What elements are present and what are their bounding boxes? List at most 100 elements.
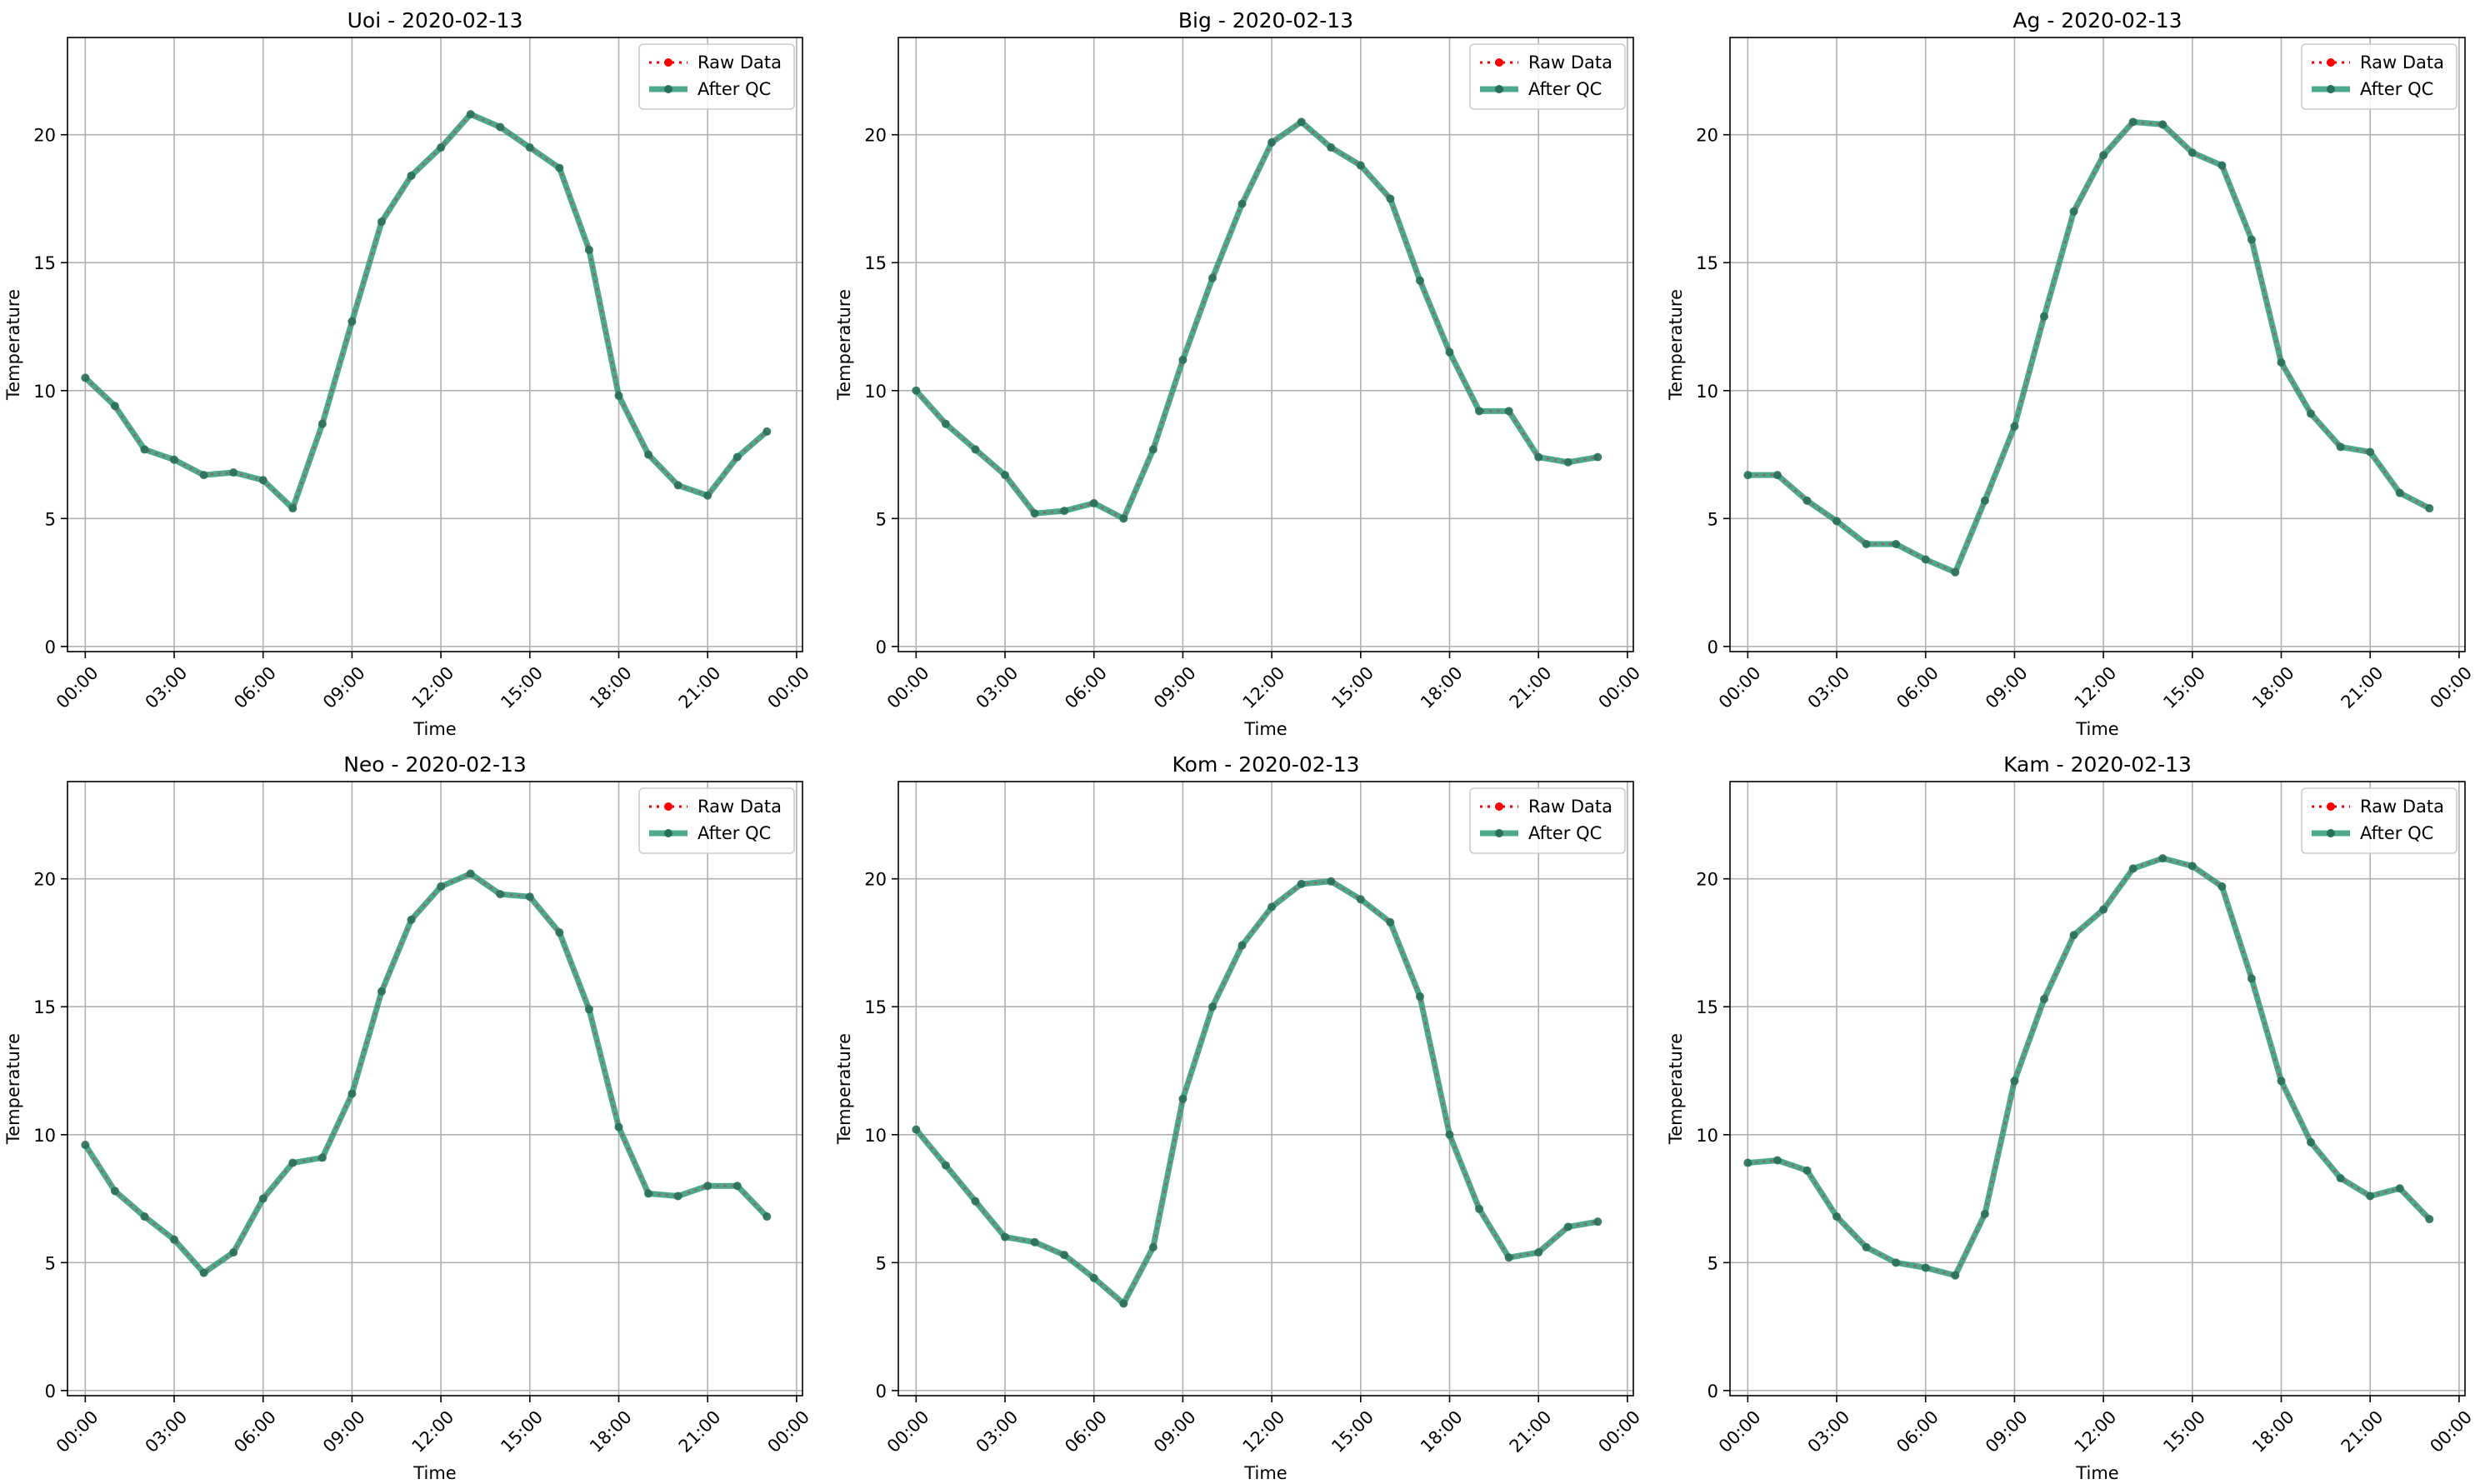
data-point xyxy=(941,419,950,428)
y-tick-label: 20 xyxy=(33,870,56,890)
subplot-3: Ag - 2020-02-13 0 5 10 15 20 00:00 03:00 06:00 09… xyxy=(1666,8,2476,739)
data-point xyxy=(1060,1251,1069,1260)
data-point xyxy=(2277,1077,2286,1086)
data-point xyxy=(140,445,149,454)
data-point xyxy=(2277,357,2286,367)
x-tick-label: 09:00 xyxy=(1150,1407,1200,1457)
data-point xyxy=(2069,931,2078,940)
y-tick-label: 5 xyxy=(1708,1253,1718,1273)
x-tick-label: 03:00 xyxy=(1804,662,1854,712)
subplot-6: Kam - 2020-02-13 0 5 10 15 20 00:00 03:00 06:00 0… xyxy=(1666,752,2476,1483)
data-point xyxy=(2218,882,2227,891)
x-tick-label: 12:00 xyxy=(2071,1407,2121,1457)
data-point xyxy=(1862,540,1871,549)
x-tick-label: 00:00 xyxy=(52,662,102,712)
x-tick-label: 15:00 xyxy=(1328,1407,1378,1457)
data-point xyxy=(1980,1209,1989,1218)
data-point xyxy=(1148,445,1158,454)
data-point xyxy=(140,1212,149,1222)
legend-marker-raw-data xyxy=(1495,58,1503,67)
data-point xyxy=(1297,117,1306,127)
legend-marker-raw-data xyxy=(1495,802,1503,811)
y-tick-label: 20 xyxy=(1696,870,1718,890)
data-point xyxy=(199,1268,208,1277)
data-point xyxy=(1534,1248,1543,1257)
data-point xyxy=(1297,879,1306,888)
y-axis-label: Temperature xyxy=(834,1033,854,1145)
data-point xyxy=(1356,895,1365,904)
data-point xyxy=(110,402,119,411)
x-tick-label: 00:00 xyxy=(1715,662,1765,712)
legend: Raw Data After QC xyxy=(2301,787,2458,854)
data-point xyxy=(644,450,653,459)
data-point xyxy=(673,481,682,490)
x-tick-label: 06:00 xyxy=(1061,662,1111,712)
y-tick-label: 10 xyxy=(1696,1126,1718,1146)
data-point xyxy=(229,1248,238,1257)
data-point xyxy=(318,1153,327,1162)
data-point xyxy=(1415,992,1424,1001)
data-point xyxy=(2336,442,2345,452)
data-point xyxy=(2039,995,2048,1004)
series-line-after-qc xyxy=(913,118,1598,522)
data-point xyxy=(1772,1156,1782,1165)
plot-area xyxy=(1730,37,2465,652)
x-tick-label: 00:00 xyxy=(763,1407,813,1457)
y-tick-label: 5 xyxy=(45,509,56,529)
y-tick-label: 15 xyxy=(33,997,56,1017)
x-tick-label: 00:00 xyxy=(763,662,813,712)
x-tick-label: 21:00 xyxy=(1506,662,1556,712)
x-tick-label: 12:00 xyxy=(408,1407,458,1457)
data-point xyxy=(110,1187,119,1196)
data-point xyxy=(1327,143,1336,152)
x-tick-label: 03:00 xyxy=(972,1407,1022,1457)
y-tick-label: 0 xyxy=(876,1382,887,1402)
data-point xyxy=(1772,471,1782,480)
data-point xyxy=(229,468,238,477)
legend-box xyxy=(1469,43,1626,110)
data-point xyxy=(2395,1184,2404,1193)
x-tick-label: 00:00 xyxy=(883,1407,933,1457)
data-point xyxy=(2366,1192,2375,1201)
axes-frame xyxy=(1729,781,2466,1397)
data-point xyxy=(466,869,475,878)
data-point xyxy=(1504,1253,1513,1262)
legend-marker-after-qc xyxy=(2327,85,2335,93)
data-point xyxy=(2010,422,2019,431)
series-line-raw-data xyxy=(1748,857,2431,1277)
data-point xyxy=(525,892,534,902)
x-tick-label: 00:00 xyxy=(2426,662,2476,712)
y-tick-label: 0 xyxy=(1708,1382,1718,1402)
x-tick-label: 18:00 xyxy=(586,1407,636,1457)
data-point xyxy=(971,1197,980,1206)
data-point xyxy=(1178,355,1188,364)
legend: Raw Data After QC xyxy=(1469,787,1626,854)
data-point xyxy=(912,386,921,395)
chart-title: Neo - 2020-02-13 xyxy=(343,752,527,777)
y-tick-label: 10 xyxy=(33,382,56,402)
legend-marker-after-qc xyxy=(664,829,672,837)
data-point xyxy=(258,476,268,485)
data-point xyxy=(377,217,386,227)
subplot-5: Kom - 2020-02-13 0 5 10 15 20 00:00 03:00 06:00 0… xyxy=(834,752,1644,1483)
data-point xyxy=(2188,148,2197,157)
data-point xyxy=(199,471,208,480)
data-point xyxy=(318,419,327,428)
data-point xyxy=(2010,1077,2019,1086)
data-point xyxy=(644,1189,653,1198)
y-tick-label: 0 xyxy=(45,1382,56,1402)
data-point xyxy=(1892,1258,1901,1267)
legend-label-raw-data: Raw Data xyxy=(1528,52,1612,72)
x-tick-label: 00:00 xyxy=(1715,1407,1765,1457)
data-point xyxy=(2039,312,2048,321)
legend-label-after-qc: After QC xyxy=(1528,79,1602,99)
data-point xyxy=(703,491,712,500)
plot-area xyxy=(68,37,802,652)
x-tick-label: 09:00 xyxy=(319,1407,369,1457)
data-point xyxy=(912,1125,921,1134)
y-tick-label: 10 xyxy=(864,382,887,402)
data-point xyxy=(1504,407,1513,416)
x-axis-label: Time xyxy=(2075,1463,2118,1483)
y-axis-label: Temperature xyxy=(3,289,23,401)
x-tick-label: 21:00 xyxy=(675,662,725,712)
